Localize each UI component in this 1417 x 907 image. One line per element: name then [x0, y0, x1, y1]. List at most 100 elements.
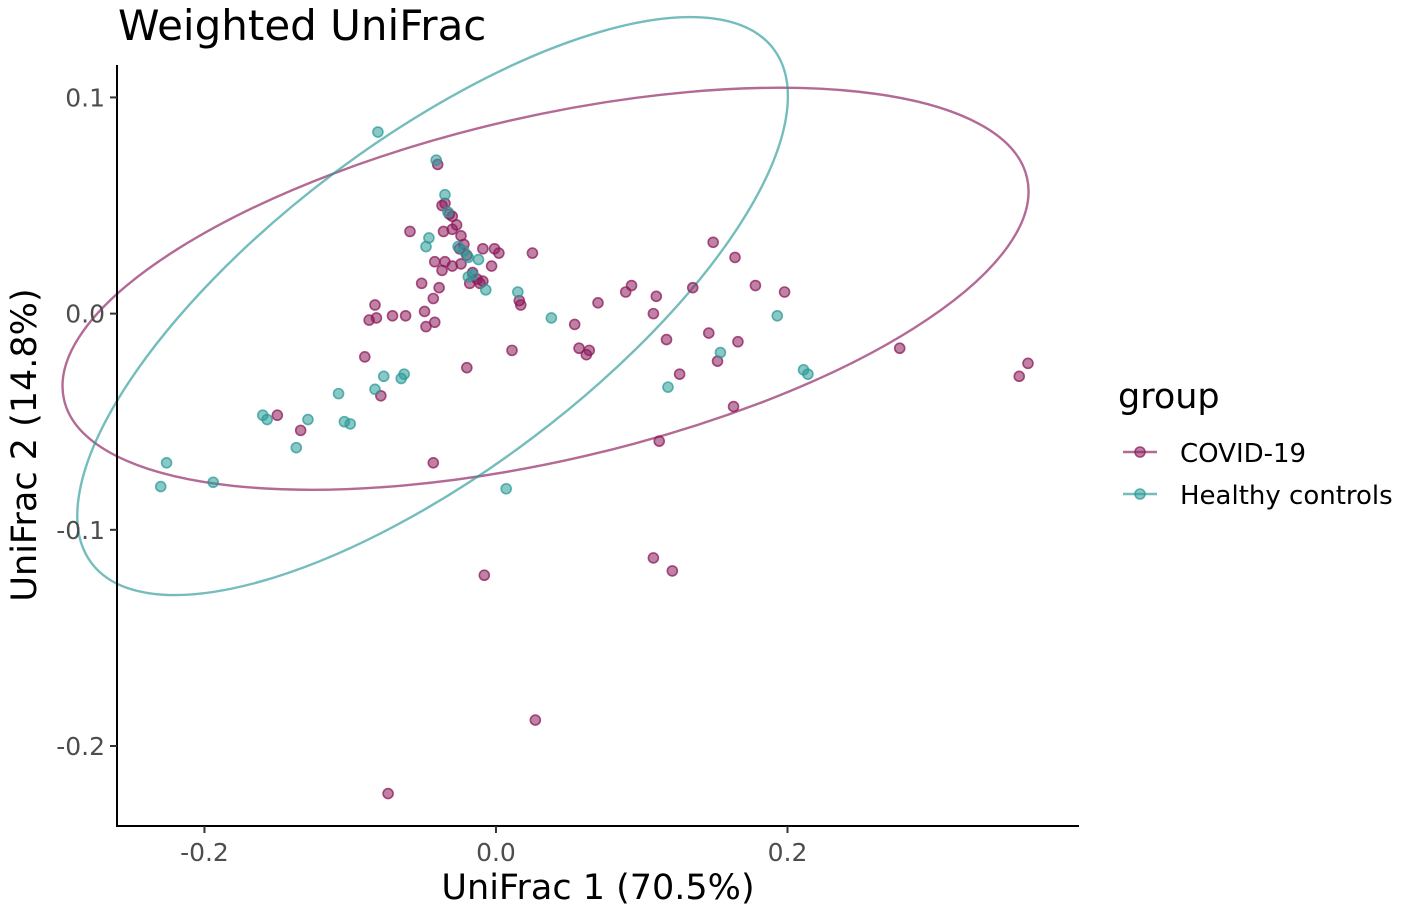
data-point-healthy-controls	[207, 476, 219, 489]
data-point-healthy-controls	[372, 126, 384, 138]
data-point-healthy-controls	[545, 312, 558, 324]
data-point-covid-19	[749, 279, 762, 292]
data-point-covid-19	[625, 279, 638, 292]
data-point-covid-19	[506, 344, 518, 357]
confidence-ellipse-healthy-controls	[76, 15, 790, 597]
data-point-healthy-controls	[302, 413, 314, 426]
confidence-ellipse-covid-19	[61, 86, 1030, 491]
data-point-covid-19	[647, 307, 660, 320]
data-point-covid-19	[433, 281, 445, 294]
data-point-covid-19	[478, 569, 491, 582]
data-point-covid-19	[461, 361, 473, 374]
legend-label-covid19: COVID-19	[1180, 439, 1306, 469]
data-point-covid-19	[647, 552, 660, 564]
data-point-covid-19	[386, 309, 399, 322]
legend-label-healthy-controls: Healthy controls	[1180, 481, 1393, 511]
data-point-covid-19	[369, 299, 381, 311]
data-point-covid-19	[382, 787, 394, 800]
x-axis-title: UniFrac 1 (70.5%)	[441, 868, 754, 907]
data-point-covid-19	[1022, 357, 1034, 370]
data-point-covid-19	[514, 299, 527, 311]
data-point-healthy-controls	[430, 154, 443, 166]
legend-key-point	[1134, 488, 1146, 500]
x-axis-ticks: -0.2 0.0 0.2	[180, 826, 807, 867]
data-point-covid-19	[707, 236, 719, 249]
data-point-covid-19	[702, 327, 715, 339]
data-point-covid-19	[583, 344, 596, 357]
data-point-healthy-controls	[369, 383, 381, 396]
chart-title: Weighted UniFrac	[118, 1, 486, 50]
data-point-covid-19	[437, 225, 450, 238]
data-point-healthy-controls	[472, 253, 485, 266]
data-point-covid-19	[653, 435, 666, 447]
data-point-covid-19	[418, 305, 431, 318]
data-point-healthy-controls	[714, 346, 727, 359]
data-point-covid-19	[778, 286, 791, 298]
data-point-covid-19	[370, 312, 383, 324]
data-point-healthy-controls	[332, 387, 345, 400]
legend-key-healthy-controls	[1123, 488, 1157, 500]
data-point-covid-19	[650, 290, 663, 303]
data-point-covid-19	[427, 292, 440, 305]
y-tick-label: 0.1	[65, 83, 105, 112]
data-point-covid-19	[271, 409, 284, 422]
data-point-covid-19	[729, 251, 741, 264]
data-point-healthy-controls	[420, 240, 432, 253]
data-point-healthy-controls	[479, 284, 492, 296]
data-point-healthy-controls	[771, 309, 784, 322]
y-axis-ticks: 0.1 0.0 -0.1 -0.2	[56, 83, 117, 761]
y-tick-label: -0.2	[56, 732, 105, 761]
data-point-covid-19	[399, 309, 412, 322]
data-point-healthy-controls	[261, 413, 273, 426]
data-point-healthy-controls	[377, 370, 390, 383]
data-point-healthy-controls	[462, 251, 475, 264]
data-point-covid-19	[404, 225, 416, 238]
data-point-covid-19	[526, 247, 539, 259]
data-point-healthy-controls	[802, 368, 814, 380]
y-tick-label: 0.0	[65, 300, 105, 329]
data-point-covid-19	[428, 255, 441, 268]
data-point-covid-19	[529, 714, 542, 726]
legend: group COVID-19 Healthy controls	[1118, 377, 1393, 511]
data-point-covid-19	[686, 281, 699, 294]
data-point-healthy-controls	[439, 188, 451, 201]
data-point-covid-19	[732, 335, 744, 348]
data-point-healthy-controls	[290, 441, 303, 454]
data-point-covid-19	[439, 255, 451, 268]
data-point-covid-19	[294, 424, 307, 437]
y-tick-label: -0.1	[56, 516, 105, 545]
data-point-covid-19	[673, 368, 686, 380]
data-point-covid-19	[485, 260, 498, 272]
data-point-covid-19	[493, 247, 505, 259]
data-point-covid-19	[358, 351, 371, 363]
data-point-covid-19	[893, 342, 906, 355]
legend-title: group	[1118, 377, 1220, 417]
data-point-covid-19	[427, 456, 440, 469]
data-point-covid-19	[415, 277, 428, 290]
data-point-healthy-controls	[462, 271, 475, 283]
legend-key-point	[1134, 446, 1146, 458]
data-point-healthy-controls	[344, 418, 357, 430]
plot-area	[61, 15, 1034, 800]
y-axis-title: UniFrac 2 (14.8%)	[5, 288, 45, 601]
x-tick-label: -0.2	[180, 838, 229, 867]
data-point-healthy-controls	[500, 482, 512, 495]
data-point-covid-19	[450, 219, 463, 231]
data-point-healthy-controls	[662, 381, 674, 393]
data-point-covid-19	[660, 333, 673, 346]
data-point-healthy-controls	[395, 372, 408, 385]
data-point-covid-19	[666, 565, 679, 577]
x-tick-label: 0.0	[476, 838, 516, 867]
data-point-healthy-controls	[154, 480, 167, 493]
data-point-covid-19	[477, 242, 489, 255]
x-tick-label: 0.2	[768, 838, 808, 867]
data-point-covid-19	[568, 318, 581, 331]
data-point-healthy-controls	[160, 456, 173, 469]
data-point-healthy-controls	[512, 286, 524, 298]
legend-key-covid19	[1123, 446, 1157, 458]
data-point-covid-19	[1013, 370, 1026, 383]
data-point-healthy-controls	[442, 206, 454, 218]
data-point-covid-19	[420, 320, 432, 333]
data-point-covid-19	[727, 400, 740, 413]
